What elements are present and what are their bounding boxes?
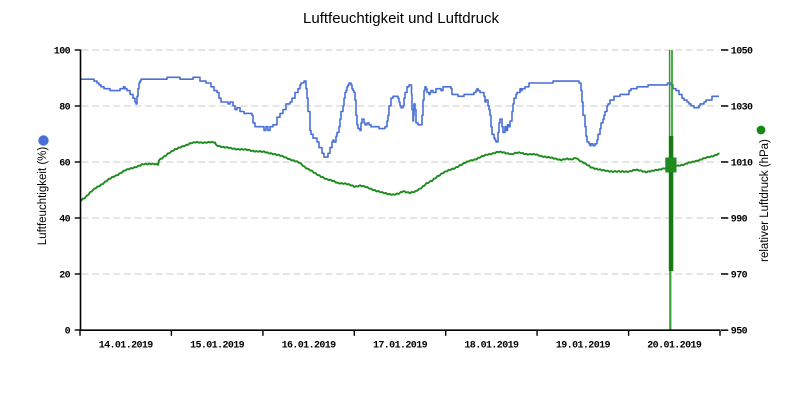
svg-text:Luftfeuchtigkeit (%): Luftfeuchtigkeit (%) [37,147,49,246]
svg-text:40: 40 [59,215,70,226]
svg-text:20.01.2019: 20.01.2019 [647,341,702,352]
svg-text:80: 80 [59,103,70,114]
svg-text:18.01.2019: 18.01.2019 [464,341,519,352]
svg-text:950: 950 [731,327,748,338]
svg-text:16.01.2019: 16.01.2019 [282,341,337,352]
svg-text:990: 990 [731,215,748,226]
svg-text:0: 0 [65,327,71,338]
svg-text:1030: 1030 [731,103,753,114]
svg-text:15.01.2019: 15.01.2019 [190,341,245,352]
svg-text:relativer Luftdruck (hPa): relativer Luftdruck (hPa) [759,139,771,262]
svg-text:20: 20 [59,271,70,282]
svg-text:14.01.2019: 14.01.2019 [99,341,154,352]
svg-text:1050: 1050 [731,47,753,58]
svg-text:100: 100 [54,47,71,58]
svg-text:970: 970 [731,271,748,282]
svg-text:17.01.2019: 17.01.2019 [373,341,428,352]
svg-text:60: 60 [59,159,70,170]
svg-text:19.01.2019: 19.01.2019 [556,341,611,352]
svg-text:Luftfeuchtigkeit und Luftdruck: Luftfeuchtigkeit und Luftdruck [303,10,499,27]
svg-text:1010: 1010 [731,159,753,170]
